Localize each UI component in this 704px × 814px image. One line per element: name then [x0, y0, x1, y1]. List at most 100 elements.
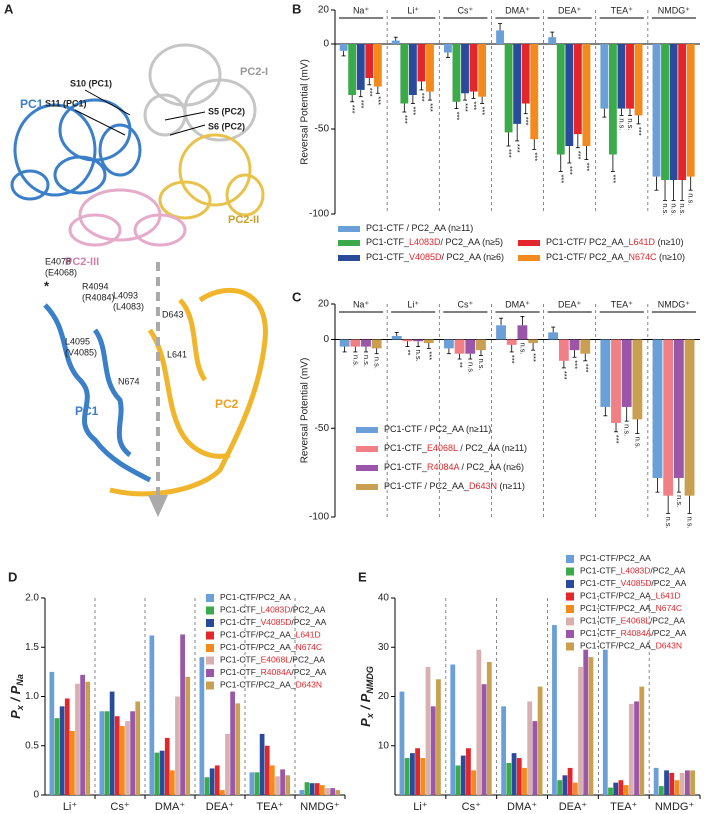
- significance-label: ***: [357, 100, 366, 109]
- bar: [104, 711, 110, 795]
- structure-arrows: [74, 89, 206, 136]
- bar: [135, 701, 141, 795]
- bar: [632, 339, 643, 420]
- bar: [275, 776, 280, 795]
- bar: [506, 762, 512, 795]
- legend-label: PC1-CTF / PC2_AA_D643N (n≥11): [384, 481, 525, 491]
- bar: [548, 37, 557, 44]
- significance-label: n.s.: [626, 118, 635, 130]
- bar: [678, 44, 687, 180]
- bar: [356, 44, 365, 90]
- bar: [149, 635, 155, 795]
- legend-swatch: [356, 446, 378, 452]
- category-label: NMDG⁺: [300, 801, 340, 813]
- bar: [109, 691, 115, 795]
- label-l641: L641: [167, 349, 187, 359]
- legend-swatch: [566, 642, 574, 651]
- bar: [249, 772, 255, 795]
- bar: [164, 737, 170, 795]
- bar: [264, 745, 270, 795]
- legend-label: PC1-CTF/PC2_AA_N674C: [220, 642, 322, 652]
- significance-label: ***: [508, 355, 517, 364]
- bar: [496, 30, 504, 44]
- category-label: DMA⁺: [505, 5, 530, 15]
- bar: [371, 339, 382, 349]
- bar: [478, 44, 487, 97]
- y-tick-label: 20: [378, 691, 390, 702]
- bar: [653, 767, 659, 795]
- significance-label: n.s.: [661, 203, 670, 215]
- significance-label: ***: [513, 144, 522, 153]
- bar: [580, 339, 591, 354]
- significance-label: ***: [374, 96, 383, 105]
- legend-swatch: [356, 465, 378, 471]
- legend-swatch: [206, 656, 214, 665]
- y-tick-label: 30: [378, 642, 390, 653]
- y-axis-label-part: / P: [8, 685, 23, 705]
- bar: [674, 780, 680, 795]
- legend-label: PC1-CTF_R4084A / PC2_AA (n≥6): [384, 462, 524, 472]
- bar: [120, 726, 125, 795]
- bar: [365, 44, 374, 78]
- category-label: TEA⁺: [256, 801, 283, 813]
- bar: [572, 782, 578, 795]
- bar: [85, 681, 91, 795]
- label-r4084: (R4084): [82, 292, 115, 302]
- significance-label: ***: [574, 151, 583, 160]
- category-label: DMA⁺: [155, 801, 185, 813]
- category-label: Li⁺: [413, 801, 428, 813]
- label-s10: S10 (PC1): [70, 78, 112, 88]
- bar: [556, 44, 565, 155]
- category-label: Li⁺: [63, 801, 78, 813]
- bar: [330, 788, 335, 795]
- bar: [339, 339, 350, 347]
- bar: [537, 686, 543, 795]
- bar: [259, 733, 265, 795]
- significance-label: ***: [409, 107, 418, 116]
- y-axis-label-part: x: [15, 704, 25, 711]
- bar: [685, 770, 690, 795]
- legend-swatch: [206, 631, 214, 640]
- legend-swatch: [518, 240, 540, 246]
- bar: [569, 339, 580, 351]
- category-label: Li⁺: [407, 299, 419, 309]
- bar: [400, 44, 409, 104]
- legend-swatch: [206, 644, 214, 652]
- significance-label: ***: [612, 435, 621, 444]
- bar: [496, 325, 506, 340]
- bar: [565, 44, 574, 146]
- bar: [583, 649, 589, 795]
- significance-label: n.s.: [477, 358, 486, 370]
- bar: [557, 780, 563, 795]
- bar: [528, 339, 539, 344]
- significance-label: ***: [530, 152, 539, 161]
- bar: [469, 44, 478, 92]
- label-e4068: (E4068): [45, 267, 77, 277]
- label-r4094: R4094: [82, 281, 109, 291]
- legend-swatch: [206, 606, 214, 615]
- significance-label: n.s.: [617, 118, 626, 130]
- bar: [582, 44, 591, 146]
- y-tick-label: -100: [309, 209, 329, 220]
- label-s11: S11 (PC1): [45, 98, 87, 108]
- y-tick-label: 0.5: [25, 740, 39, 751]
- bar: [548, 332, 559, 340]
- significance-label: **: [456, 362, 465, 368]
- bar: [506, 339, 517, 345]
- bar: [552, 625, 557, 795]
- significance-label: ***: [560, 371, 569, 380]
- label-pc2-detail: PC2: [215, 397, 239, 411]
- bar: [465, 339, 476, 354]
- bar: [511, 753, 517, 795]
- significance-label: ***: [461, 103, 470, 112]
- significance-label: ***: [425, 351, 434, 360]
- bar: [621, 339, 632, 407]
- category-label: Cs⁺: [457, 5, 473, 15]
- legend-swatch: [566, 580, 574, 588]
- bar: [391, 335, 402, 340]
- bar: [59, 706, 65, 795]
- legend-swatch: [206, 681, 214, 690]
- bar: [517, 325, 528, 340]
- legend-swatch: [356, 427, 378, 433]
- bar: [476, 649, 482, 795]
